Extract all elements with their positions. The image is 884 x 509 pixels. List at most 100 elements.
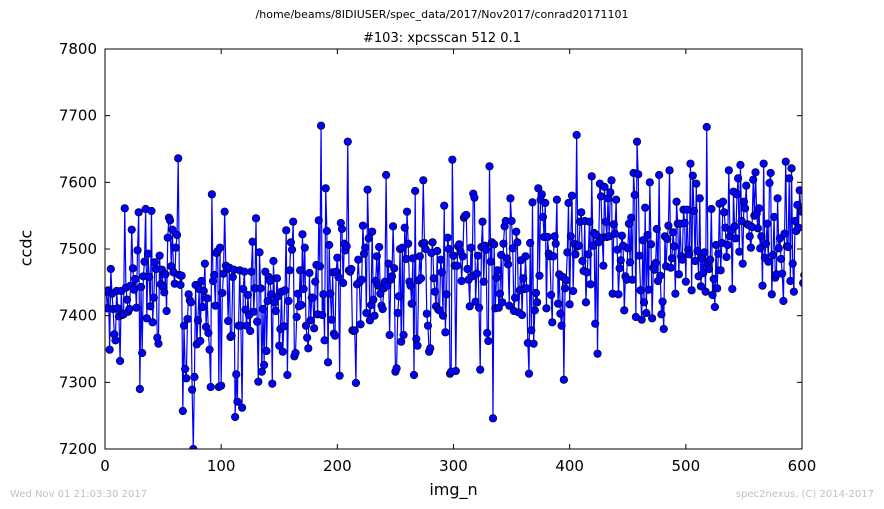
- data-point: [610, 229, 620, 238]
- data-point: [613, 245, 622, 254]
- data-point: [817, 263, 825, 271]
- data-point: [407, 299, 416, 308]
- data-point: [596, 192, 606, 201]
- data-point: [627, 213, 636, 222]
- data-point: [753, 224, 762, 233]
- data-point: [204, 328, 213, 338]
- data-point: [155, 251, 164, 260]
- data-point: [197, 276, 206, 286]
- data-point: [845, 286, 853, 294]
- data-point: [488, 414, 498, 423]
- data-point: [265, 276, 275, 286]
- data-point: [452, 261, 462, 270]
- data-point: [392, 364, 401, 373]
- data-point: [215, 243, 225, 252]
- data-point: [794, 223, 802, 232]
- data-point: [634, 170, 643, 179]
- data-point: [801, 245, 802, 250]
- data-point: [542, 304, 551, 313]
- data-point: [616, 256, 625, 265]
- data-point: [692, 179, 701, 188]
- data-point: [577, 208, 586, 217]
- data-point: [364, 234, 373, 243]
- data-point: [404, 239, 413, 248]
- data-point: [787, 164, 796, 173]
- data-point: [708, 290, 717, 300]
- data-point: [481, 245, 491, 254]
- data-point: [617, 231, 627, 240]
- data-point: [267, 290, 276, 299]
- data-point: [789, 287, 798, 296]
- data-point: [188, 385, 197, 394]
- data-point: [233, 397, 242, 406]
- y-tick-label: 7800: [59, 40, 97, 58]
- data-point: [388, 222, 398, 231]
- data-point: [601, 217, 610, 226]
- data-point: [283, 370, 292, 380]
- data-point: [413, 341, 422, 350]
- data-point: [704, 264, 714, 274]
- data-point: [320, 336, 329, 345]
- data-point: [479, 277, 488, 286]
- data-point: [177, 271, 186, 280]
- data-point: [256, 284, 265, 293]
- data-point: [835, 213, 843, 221]
- data-point: [161, 270, 170, 279]
- data-point: [838, 173, 846, 181]
- data-point: [211, 301, 220, 310]
- data-point: [327, 315, 336, 324]
- data-point: [304, 344, 313, 353]
- data-point: [706, 255, 715, 264]
- data-point: [734, 174, 743, 183]
- data-point: [135, 384, 144, 394]
- data-point: [847, 190, 855, 198]
- data-point: [351, 378, 361, 388]
- data-point: [625, 258, 635, 267]
- x-tick-label: 500: [672, 457, 701, 475]
- data-point: [846, 264, 854, 272]
- data-point: [740, 204, 750, 213]
- data-point: [150, 258, 160, 267]
- data-point: [412, 334, 421, 344]
- data-point: [433, 246, 442, 256]
- data-point: [462, 210, 471, 220]
- data-point: [172, 230, 182, 240]
- data-point: [498, 298, 507, 307]
- data-point: [797, 207, 802, 216]
- data-point: [289, 217, 298, 226]
- data-point: [316, 121, 326, 130]
- data-point: [415, 252, 424, 261]
- data-point: [849, 247, 857, 255]
- data-point: [478, 217, 487, 226]
- data-point: [855, 204, 863, 212]
- data-point: [825, 192, 833, 200]
- data-point: [685, 250, 694, 259]
- data-point: [584, 250, 593, 259]
- data-point: [736, 160, 745, 170]
- data-point: [120, 204, 129, 213]
- data-point: [756, 244, 765, 253]
- data-point: [326, 289, 335, 298]
- data-point: [811, 191, 819, 199]
- data-point: [160, 288, 169, 297]
- x-axis-label: img_n: [429, 480, 478, 499]
- data-point: [799, 279, 802, 287]
- data-point: [438, 311, 448, 320]
- data-point: [271, 306, 280, 316]
- data-point: [828, 267, 836, 275]
- data-point: [470, 193, 479, 202]
- data-point: [131, 274, 140, 284]
- data-point: [620, 306, 629, 315]
- data-point: [321, 184, 330, 193]
- x-tick-label: 100: [207, 457, 236, 475]
- data-point: [142, 314, 151, 323]
- data-point: [795, 186, 802, 195]
- data-point: [217, 381, 226, 390]
- data-point: [560, 284, 570, 293]
- x-tick-label: 400: [555, 457, 584, 475]
- data-point: [831, 195, 839, 203]
- data-point: [210, 270, 219, 280]
- data-point: [785, 174, 794, 183]
- data-point: [550, 232, 559, 241]
- data-point: [486, 257, 495, 266]
